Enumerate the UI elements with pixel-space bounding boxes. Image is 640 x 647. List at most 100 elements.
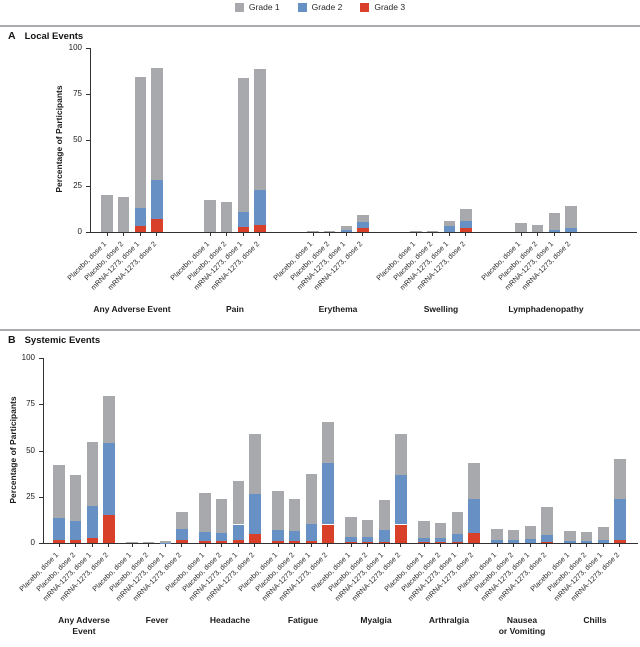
x-tick — [277, 544, 279, 547]
y-tick — [86, 48, 90, 49]
legend-label-grade-1: Grade 1 — [248, 2, 280, 12]
x-tick — [400, 544, 402, 547]
x-tick — [350, 544, 352, 547]
bar-segment-grade-1 — [524, 525, 537, 540]
x-tick — [553, 233, 555, 236]
bar-segment-grade-3 — [288, 541, 301, 543]
bar-segment-grade-1 — [237, 78, 250, 212]
group-label: Any Adverse Event — [93, 304, 171, 314]
panel-a-heading: A Local Events — [8, 30, 83, 42]
group-label: Pain — [226, 304, 244, 314]
y-tick — [86, 232, 90, 233]
bar-segment-grade-3 — [215, 541, 228, 543]
y-tick-label: 0 — [77, 227, 82, 236]
x-axis — [43, 543, 638, 544]
group-label: Headache — [209, 615, 251, 625]
bar-segment-grade-1 — [460, 209, 472, 221]
x-tick — [294, 544, 296, 547]
bar-segment-grade-2 — [451, 533, 464, 543]
bar-segment-grade-2 — [69, 520, 82, 541]
bar-segment-grade-3 — [232, 540, 245, 543]
y-tick — [39, 543, 43, 544]
bar-segment-grade-3 — [272, 541, 284, 543]
x-tick — [106, 233, 108, 236]
bar-segment-grade-1 — [541, 506, 553, 536]
bar-segment-grade-1 — [597, 526, 610, 541]
bar-segment-grade-3 — [103, 514, 115, 543]
x-tick — [58, 544, 60, 547]
x-tick — [619, 544, 621, 547]
x-tick — [139, 233, 141, 236]
y-tick-label: 50 — [73, 135, 82, 144]
y-tick — [39, 404, 43, 406]
bar-segment-grade-3 — [199, 541, 211, 543]
bar-segment-grade-3 — [460, 228, 472, 232]
bar-segment-grade-2 — [418, 538, 430, 543]
x-tick — [432, 233, 434, 236]
bar-segment-grade-1 — [69, 475, 82, 521]
bar-segment-grade-1 — [531, 225, 544, 232]
bar-segment-grade-1 — [53, 465, 65, 519]
x-tick — [440, 544, 442, 547]
group-label: Erythema — [318, 304, 358, 314]
bar-segment-grade-1 — [117, 197, 130, 232]
bar-segment-grade-1 — [565, 205, 577, 228]
y-axis-title: Percentage of Participants — [8, 395, 18, 504]
bar-segment-grade-3 — [468, 532, 480, 543]
x-tick — [513, 544, 515, 547]
bar-segment-grade-1 — [151, 68, 163, 180]
x-tick — [209, 233, 211, 236]
bar-segment-grade-1 — [204, 199, 216, 232]
x-tick — [242, 233, 244, 236]
x-tick — [221, 544, 223, 547]
x-tick — [123, 233, 125, 236]
y-tick — [86, 94, 90, 95]
y-tick-label: 75 — [26, 399, 35, 409]
x-tick — [181, 544, 183, 547]
bar-segment-grade-3 — [151, 219, 163, 232]
bar-segment-grade-2 — [524, 539, 537, 543]
bar-segment-grade-2 — [232, 524, 245, 541]
bar-segment-grade-1 — [220, 201, 233, 232]
bar-segment-grade-1 — [580, 531, 593, 542]
bar-segment-grade-1 — [103, 396, 115, 443]
bar-segment-grade-1 — [86, 441, 99, 507]
bar-segment-grade-3 — [237, 227, 250, 232]
bar-segment-grade-1 — [395, 433, 407, 475]
bar-segment-grade-2 — [305, 523, 318, 542]
x-tick — [226, 233, 228, 236]
bar-segment-grade-1 — [305, 473, 318, 524]
y-tick — [86, 186, 90, 187]
bar-segment-grade-2 — [237, 211, 250, 228]
bar-segment-grade-2 — [272, 530, 284, 542]
bar-segment-grade-2 — [614, 498, 626, 541]
group-label: Nausea or Vomiting — [498, 615, 546, 636]
bar-segment-grade-2 — [357, 221, 369, 229]
bar-segment-grade-3 — [176, 540, 188, 543]
bar-segment-grade-3 — [614, 540, 626, 543]
x-tick — [546, 544, 548, 547]
bar-segment-grade-2 — [597, 540, 610, 543]
bar-segment-grade-2 — [103, 442, 115, 515]
bar-segment-grade-2 — [361, 537, 374, 543]
bar-segment-grade-1 — [101, 195, 113, 232]
bar-segment-grade-3 — [418, 542, 430, 543]
bar-segment-grade-1 — [434, 522, 447, 539]
bar-segment-grade-1 — [515, 223, 527, 232]
x-tick — [367, 544, 369, 547]
bar-segment-grade-3 — [134, 225, 147, 232]
bar-segment-grade-1 — [232, 481, 245, 525]
panel-b-heading: B Systemic Events — [8, 334, 100, 346]
bar-segment-grade-1 — [507, 530, 520, 541]
bar-segment-grade-1 — [323, 231, 336, 232]
bar-segment-grade-3 — [361, 542, 374, 543]
x-tick — [259, 233, 261, 236]
bar-segment-grade-1 — [614, 459, 626, 499]
y-tick-label: 100 — [21, 353, 35, 362]
bar-segment-grade-2 — [580, 541, 593, 543]
x-tick — [529, 544, 531, 547]
legend-label-grade-2: Grade 2 — [311, 2, 343, 12]
legend-item-grade-3: Grade 3 — [360, 2, 405, 12]
